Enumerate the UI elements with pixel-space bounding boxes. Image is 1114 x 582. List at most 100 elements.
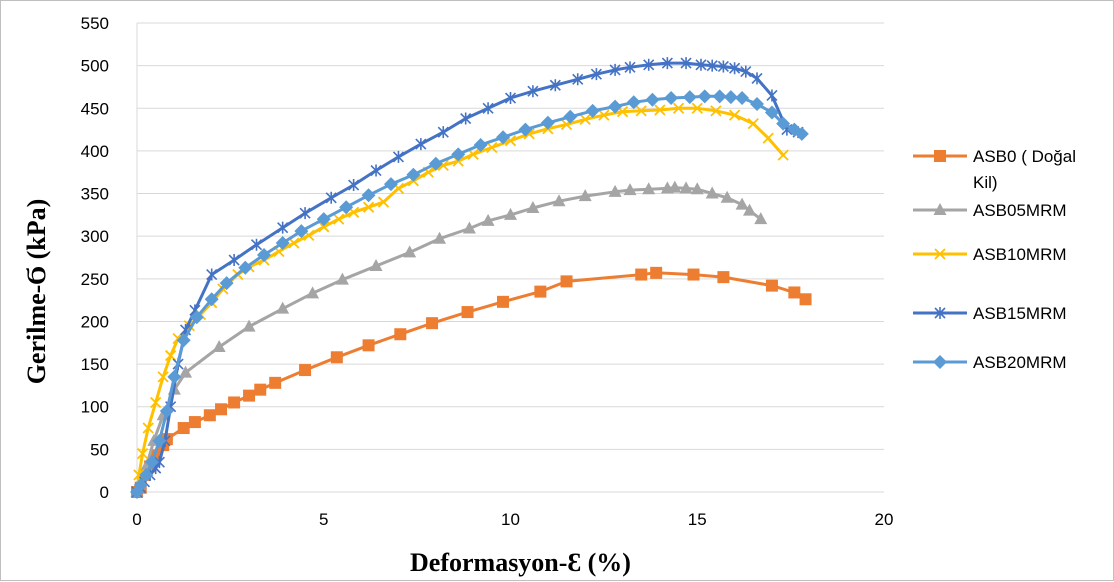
legend-marker (933, 203, 947, 215)
data-point (706, 59, 718, 72)
data-point (306, 286, 320, 299)
legend: ASB0 ( Doğal Kil) ASB05MRM ASB10MRM ASB15MRM… (913, 147, 1076, 372)
x-tick-labels: 0 5 10 15 20 (132, 510, 893, 529)
data-point (518, 122, 533, 137)
data-point (762, 132, 774, 144)
data-point (710, 105, 722, 117)
series-line (135, 186, 762, 493)
legend-marker (934, 307, 946, 319)
data-point (645, 92, 660, 107)
data-point (527, 85, 539, 98)
data-point (672, 102, 685, 114)
data-point (462, 221, 476, 234)
data-point (590, 68, 602, 81)
data-point (728, 109, 741, 121)
data-point (406, 167, 421, 182)
data-point (788, 286, 801, 299)
legend-marker (934, 248, 946, 260)
y-tick-label: 200 (81, 312, 109, 331)
data-point (540, 115, 555, 130)
data-point (497, 295, 510, 308)
data-point (668, 180, 682, 193)
data-point (189, 310, 204, 325)
data-point (335, 272, 349, 285)
data-point (204, 292, 219, 307)
data-point (608, 184, 622, 197)
series-layer (130, 57, 812, 499)
data-point (496, 130, 511, 145)
data-point (720, 190, 734, 203)
data-point (747, 117, 759, 130)
data-point (369, 259, 383, 272)
y-axis-title: Gerilme-Ϭ (kPa) (22, 199, 51, 385)
data-point (563, 109, 578, 124)
data-point (687, 268, 700, 281)
data-point (549, 79, 561, 92)
data-point (179, 365, 193, 378)
data-point (695, 58, 707, 71)
data-point (339, 200, 354, 215)
data-point (276, 301, 290, 314)
data-point (203, 409, 216, 422)
legend-label: ASB20MRM (973, 353, 1067, 372)
data-point (215, 403, 228, 416)
data-point (642, 182, 656, 195)
legend-label: ASB15MRM (973, 304, 1067, 323)
data-point (176, 333, 191, 348)
data-point (608, 99, 623, 114)
data-point (743, 203, 757, 216)
data-point (294, 224, 309, 239)
y-tick-label: 350 (81, 185, 109, 204)
data-point (159, 403, 174, 418)
y-tick-label: 0 (100, 483, 109, 502)
data-point (526, 201, 540, 214)
data-point (228, 254, 240, 267)
data-point (212, 340, 226, 353)
data-point (318, 221, 330, 233)
data-point (664, 91, 679, 106)
y-tick-label: 250 (81, 270, 109, 289)
gridlines (137, 22, 884, 450)
data-point (765, 279, 778, 292)
y-tick-label: 300 (81, 227, 109, 246)
legend-label: ASB0 ( Doğal (973, 147, 1076, 166)
data-point (330, 351, 343, 364)
data-point (139, 467, 154, 482)
data-point (754, 212, 768, 225)
data-point (661, 57, 673, 70)
data-point (552, 194, 566, 207)
y-tick-label: 500 (81, 57, 109, 76)
data-point (799, 293, 812, 306)
data-point (316, 212, 331, 227)
data-point (473, 137, 488, 152)
data-point (461, 306, 474, 319)
data-point (188, 416, 201, 429)
x-tick-label: 0 (132, 510, 141, 529)
data-point (348, 179, 360, 192)
data-point (679, 181, 693, 194)
legend-label: ASB10MRM (973, 245, 1067, 264)
y-tick-labels: 0 50 100 150 200 250 300 350 400 450 500 550 (81, 14, 109, 502)
y-tick-label: 450 (81, 99, 109, 118)
legend-item: ASB10MRM (913, 245, 1067, 264)
data-point (680, 57, 692, 70)
data-point (794, 126, 809, 141)
legend-marker (934, 150, 946, 162)
legend-label: Kil) (973, 173, 998, 192)
data-point (740, 65, 752, 78)
data-point (433, 231, 447, 244)
data-point (269, 376, 282, 389)
data-point (242, 319, 256, 332)
data-point (177, 422, 190, 435)
data-point (643, 58, 655, 71)
data-point (383, 177, 398, 192)
data-point (585, 103, 600, 118)
data-point (624, 61, 636, 74)
data-point (362, 201, 375, 213)
y-tick-label: 550 (81, 14, 109, 33)
data-point (142, 422, 154, 434)
data-point (626, 95, 641, 110)
data-point (650, 266, 663, 279)
